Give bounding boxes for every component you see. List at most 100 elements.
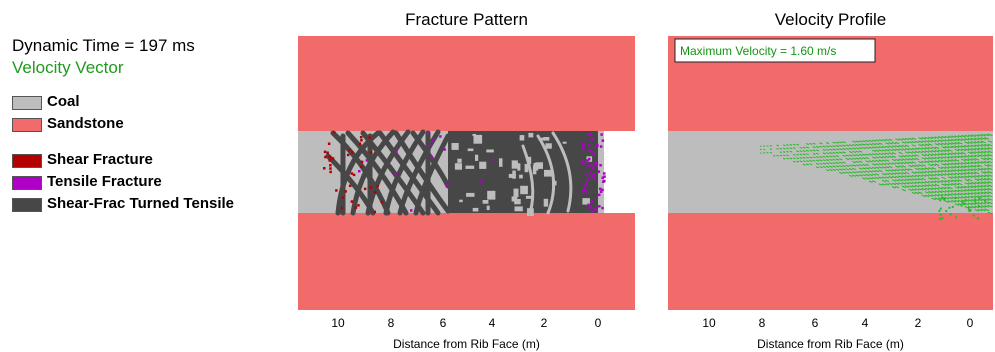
velocity-vector: [951, 176, 956, 179]
velocity-vector: [967, 175, 973, 178]
velocity-vector: [806, 163, 810, 166]
velocity-vector: [875, 153, 880, 156]
velocity-vector: [885, 152, 890, 155]
velocity-vector: [934, 190, 940, 194]
velocity-vector: [977, 134, 983, 137]
velocity-vector: [939, 199, 942, 202]
velocity-vector: [858, 160, 863, 163]
velocity-vector: [984, 154, 990, 157]
tensile-fracture-cell: [582, 144, 585, 147]
velocity-vector: [939, 213, 942, 216]
velocity-vector: [796, 143, 800, 146]
tensile-fracture-cell: [587, 203, 590, 207]
velocity-vector: [924, 147, 930, 150]
velocity-vector: [815, 152, 820, 155]
velocity-vector: [891, 172, 896, 175]
velocity-vector: [842, 141, 846, 144]
velocity-vector: [938, 170, 943, 173]
intact-coal-patch: [524, 163, 529, 173]
velocity-vector: [938, 153, 943, 156]
velocity-vector: [938, 209, 941, 212]
velocity-vector: [852, 154, 856, 157]
tensile-fracture-cell: [593, 176, 596, 179]
velocity-vector: [878, 163, 883, 166]
velocity-vector: [895, 182, 900, 185]
velocity-vector: [944, 166, 950, 169]
tensile-fracture-cell: [426, 131, 430, 134]
velocity-vector: [961, 162, 966, 165]
shear-fracture-cell: [376, 184, 379, 188]
velocity-vector: [941, 166, 946, 169]
velocity-vector: [901, 182, 906, 185]
velocity-vector: [977, 168, 983, 171]
velocity-vector: [934, 177, 940, 180]
velocity-vector: [947, 145, 953, 149]
velocity-vector: [911, 185, 916, 188]
velocity-vector: [954, 182, 960, 186]
velocity-vector: [934, 139, 940, 143]
shear-tensile-swatch: [12, 198, 42, 212]
velocity-vector: [974, 175, 980, 178]
velocity-vector: [782, 157, 786, 160]
fracture-tick-2: 2: [540, 316, 548, 330]
intact-coal-patch: [475, 154, 479, 161]
velocity-vector: [964, 182, 970, 185]
shear-fracture-cell: [363, 187, 367, 191]
tensile-fracture-cell: [594, 161, 598, 165]
velocity-vector: [967, 192, 973, 195]
velocity-vector: [977, 151, 983, 154]
velocity-vector: [961, 145, 966, 148]
velocity-vector: [832, 141, 836, 144]
velocity-vector: [796, 157, 800, 160]
velocity-vector: [881, 156, 886, 159]
velocity-vector: [967, 182, 973, 185]
velocity-vector: [964, 199, 967, 202]
shear-tensile-legend-label: Shear-Frac Turned Tensile: [47, 195, 234, 212]
velocity-vector: [888, 165, 893, 169]
coal-swatch: [12, 96, 42, 110]
velocity-vector: [796, 160, 800, 163]
velocity-vector: [914, 184, 920, 188]
velocity-vector: [918, 178, 923, 181]
velocity-vector: [980, 188, 986, 191]
fracture-tick-6: 6: [439, 316, 447, 330]
velocity-vector: [954, 189, 960, 193]
velocity-vector: [839, 141, 843, 144]
velocity-vector: [984, 167, 990, 171]
velocity-vector: [957, 148, 963, 152]
velocity-vector: [845, 154, 850, 157]
shear-fracture-cell: [360, 160, 364, 164]
velocity-vector: [779, 154, 783, 157]
velocity-vector: [898, 168, 903, 172]
velocity-vector: [812, 142, 816, 145]
velocity-vector: [862, 140, 866, 143]
velocity-vector: [891, 141, 896, 145]
velocity-vector: [905, 144, 910, 147]
velocity-vector: [984, 184, 990, 188]
velocity-vector: [961, 155, 966, 158]
velocity-vector: [858, 150, 863, 153]
velocity-vector: [984, 181, 990, 184]
velocity-vector: [789, 157, 793, 160]
velocity-vector: [961, 168, 966, 172]
velocity-vector: [868, 173, 873, 176]
velocity-vector: [835, 151, 840, 154]
velocity-vector: [977, 205, 980, 208]
velocity-vector: [865, 139, 870, 143]
velocity-vector: [951, 179, 956, 183]
velocity-vector: [921, 164, 926, 167]
velocity-vector: [980, 191, 986, 195]
velocity-vector: [934, 197, 940, 200]
velocity-vector: [928, 157, 933, 160]
intact-coal-patch: [562, 141, 567, 144]
velocity-vector: [921, 160, 926, 164]
velocity-vector: [898, 182, 903, 185]
velocity-vector: [957, 172, 963, 175]
velocity-x-axis-label: Distance from Rib Face (m): [757, 337, 904, 351]
velocity-vector: [964, 189, 970, 192]
intact-coal-patch: [511, 160, 518, 169]
velocity-vector: [865, 146, 870, 149]
velocity-vector: [974, 164, 980, 168]
velocity-vector: [928, 174, 933, 177]
velocity-vector: [974, 192, 980, 195]
